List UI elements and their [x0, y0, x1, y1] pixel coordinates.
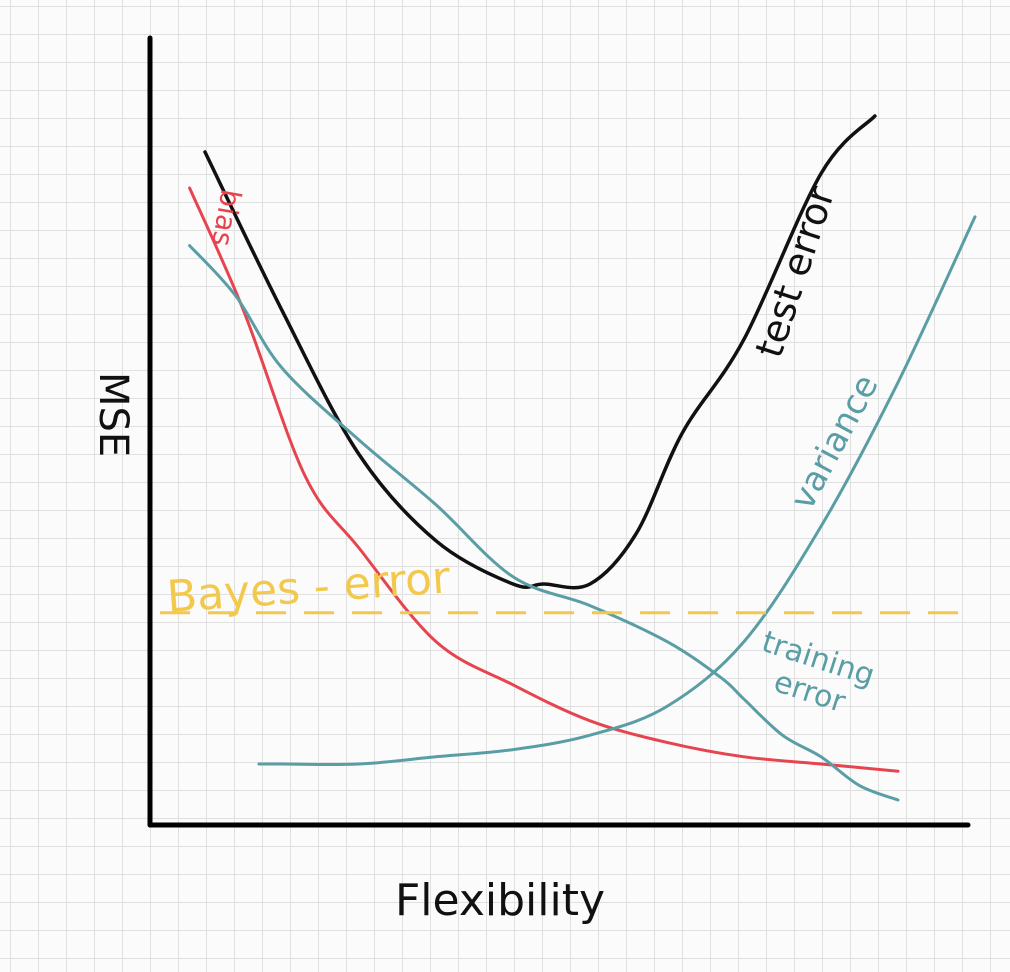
series-label-variance: variance	[783, 368, 887, 516]
series-label-bias: bias	[205, 187, 247, 249]
series-line-bias	[188, 186, 900, 773]
y-axis-label: MSE	[90, 372, 136, 457]
series-line-test-error	[203, 114, 877, 590]
series-layer	[188, 114, 977, 802]
x-axis-label: Flexibility	[395, 875, 605, 926]
series-line-training-error	[188, 244, 900, 802]
series-line-variance	[257, 215, 977, 767]
series-label-test-error: test error	[747, 180, 844, 362]
